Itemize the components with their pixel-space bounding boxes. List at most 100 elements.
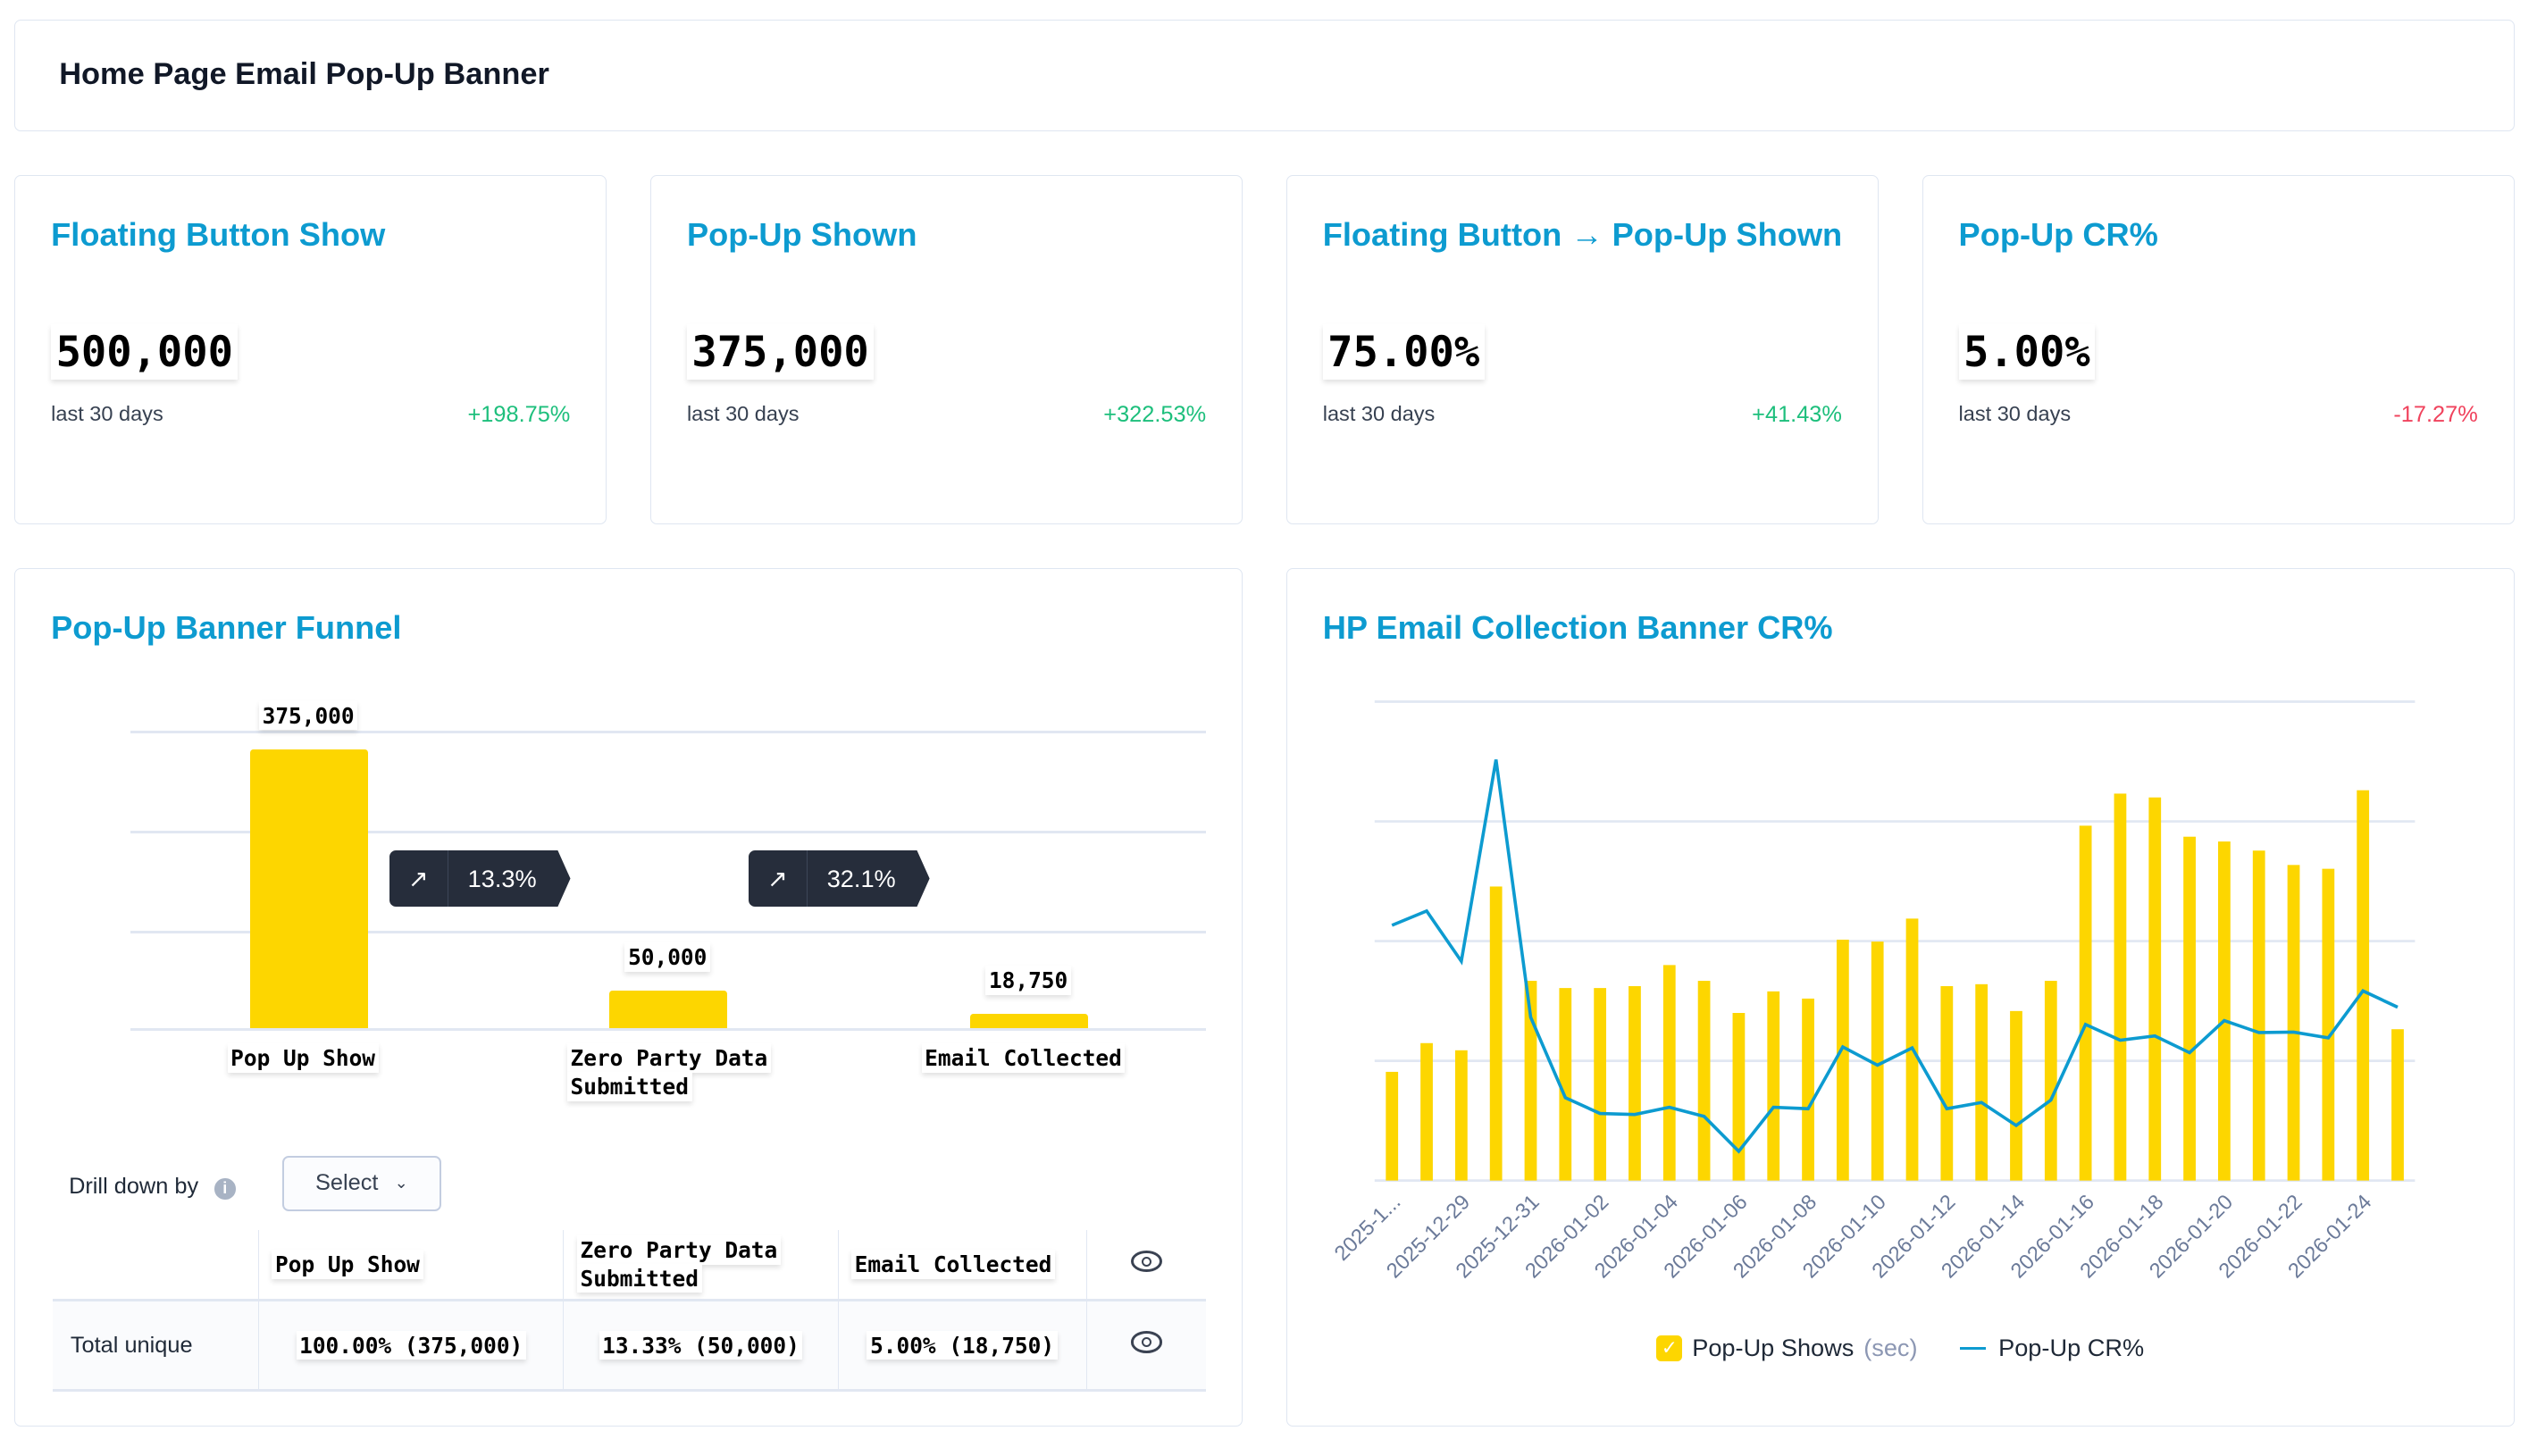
conversion-badge: ↗ 32.1% [748,849,930,908]
funnel-value-label: 50,000 [624,942,710,972]
funnel-step-label: Zero Party Data [566,1043,771,1073]
bar[interactable] [2357,790,2369,1181]
page-title: Home Page Email Pop-Up Banner [59,57,549,92]
drill-down-text: Drill down by [69,1174,199,1200]
conversion-badge: ↗ 13.3% [389,849,571,908]
funnel-value-label: 375,000 [259,700,358,731]
bar[interactable] [2217,841,2231,1181]
bar[interactable] [1940,985,1954,1181]
bar[interactable] [1802,998,1814,1181]
gridline [130,1028,1207,1031]
eye-icon[interactable] [1130,1251,1162,1273]
bar[interactable] [1489,886,1503,1181]
col-header-email-collected: Email Collected [851,1250,1055,1279]
legend-label: Pop-Up Shows [1692,1334,1855,1362]
cell-email-collected: 5.00% (18,750) [867,1330,1058,1360]
gridline [130,730,1207,733]
bar[interactable] [2252,849,2265,1181]
bar[interactable] [2044,980,2057,1181]
bar[interactable] [2391,1028,2404,1181]
kpi-card: Floating Button Show 500,000 last 30 day… [14,174,607,524]
kpi-period: last 30 days [51,402,163,426]
cell-pop-up-show: 100.00% (375,000) [296,1330,526,1360]
bar[interactable] [1697,980,1711,1181]
table-row: Total unique 100.00% (375,000) 13.33% (5… [52,1300,1207,1391]
bar[interactable] [2148,797,2162,1181]
kpi-value: 75.00% [1322,324,1485,381]
gridline [130,831,1207,833]
bar[interactable] [1454,1050,1468,1181]
select-value: Select [315,1170,379,1196]
kpi-card: Pop-Up CR% 5.00% last 30 days -17.27% [1922,174,2515,524]
kpi-period: last 30 days [686,402,800,426]
funnel-table: Pop Up Show Zero Party Data Submitted Ema… [52,1230,1207,1392]
drill-down-label: Drill down by i [69,1174,236,1200]
trending-up-icon: ↗ [389,849,448,908]
col-header-zero-party-2: Submitted [576,1263,702,1293]
legend-item-pop-up-shows[interactable]: ✓ Pop-Up Shows (sec) [1656,1334,1918,1362]
kpi-delta: +41.43% [1752,402,1842,428]
kpi-card: Floating Button → Pop-Up Shown 75.00% la… [1285,174,1879,524]
kpi-period: last 30 days [1958,402,2072,426]
kpi-delta: -17.27% [2393,402,2478,428]
legend-label: Pop-Up CR% [1998,1334,2145,1362]
bar[interactable] [1559,987,1572,1181]
kpi-title: Pop-Up CR% [1958,215,2158,253]
kpi-delta: +198.75% [467,402,571,428]
conversion-rate: 32.1% [826,864,896,892]
bar[interactable] [1386,1071,1398,1181]
bar[interactable] [2009,1010,2022,1181]
funnel-bar[interactable] [609,991,728,1029]
chart-legend: ✓ Pop-Up Shows (sec) Pop-Up CR% [1287,1334,2514,1362]
bar[interactable] [1836,939,1849,1181]
cr-line[interactable] [1391,758,2399,1154]
funnel-card: Pop-Up Banner Funnel 375,000 Pop Up Show 5… [14,567,1243,1427]
kpi-value: 375,000 [686,324,875,381]
header-card: Home Page Email Pop-Up Banner [14,19,2515,131]
line-swatch-icon [1959,1346,1986,1351]
cr-chart-card: HP Email Collection Banner CR% 2025-1...… [1285,567,2515,1427]
kpi-value: 500,000 [51,324,239,381]
legend-suffix: (sec) [1863,1334,1918,1362]
funnel-step-label: Pop Up Show [227,1043,379,1073]
bar[interactable] [1594,987,1606,1181]
bar[interactable] [1767,991,1780,1181]
bar[interactable] [1871,941,1884,1181]
bar[interactable] [2322,868,2335,1181]
bar[interactable] [1420,1042,1433,1181]
bar[interactable] [2183,836,2196,1181]
kpi-card: Pop-Up Shown 375,000 last 30 days +322.5… [650,174,1243,524]
kpi-delta: +322.53% [1103,402,1207,428]
legend-item-pop-up-cr[interactable]: Pop-Up CR% [1959,1334,2145,1362]
cr-chart: 2025-1...2025-12-292025-12-312026-01-022… [1329,699,2416,1282]
kpi-title: Floating Button Show [51,215,386,253]
cell-zero-party: 13.33% (50,000) [599,1330,803,1360]
funnel-bar[interactable] [249,749,369,1029]
kpi-title: Floating Button → Pop-Up Shown [1322,215,1843,253]
bar[interactable] [2079,825,2092,1181]
bar[interactable] [1628,985,1641,1181]
eye-icon[interactable] [1130,1331,1162,1353]
funnel-step-label-2: Submitted [566,1072,692,1101]
info-icon: i [214,1178,236,1200]
bar[interactable] [1524,980,1537,1181]
drill-down-select[interactable]: Select ⌄ [282,1156,441,1211]
kpi-period: last 30 days [1322,402,1436,426]
col-header-pop-up-show: Pop Up Show [272,1250,423,1279]
bar[interactable] [1662,965,1676,1181]
bar[interactable] [2287,865,2300,1181]
kpi-value: 5.00% [1958,324,2096,381]
kpi-title: Pop-Up Shown [686,215,917,253]
cr-chart-title: HP Email Collection Banner CR% [1322,608,1833,646]
funnel-title: Pop-Up Banner Funnel [51,608,402,646]
bar[interactable] [1732,1012,1746,1181]
table-header-row: Pop Up Show Zero Party Data Submitted Ema… [52,1230,1207,1301]
bar[interactable] [1975,983,1988,1181]
conversion-rate: 13.3% [467,864,537,892]
bar[interactable] [2114,793,2127,1181]
row-label: Total unique [52,1300,259,1391]
funnel-step-label: Email Collected [921,1043,1126,1073]
funnel-bar[interactable] [969,1014,1089,1029]
col-header-zero-party: Zero Party Data [576,1235,781,1265]
funnel-value-label: 18,750 [985,966,1071,995]
